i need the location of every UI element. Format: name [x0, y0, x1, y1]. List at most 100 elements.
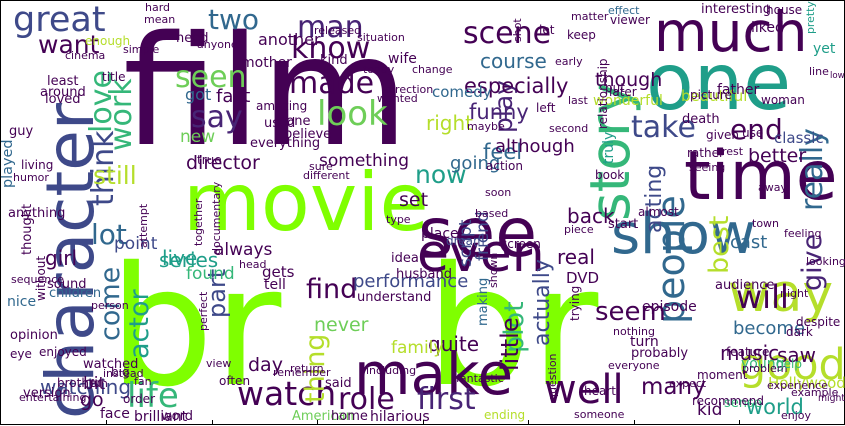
cloud-word-shown: shown: [487, 253, 500, 288]
cloud-word-expect: expect: [669, 377, 707, 390]
cloud-word-woman: woman: [761, 93, 805, 107]
cloud-word-version: version: [23, 386, 71, 401]
cloud-word-point: point: [114, 234, 158, 254]
cloud-word-mean: mean: [144, 13, 175, 26]
cloud-word-early: early: [555, 55, 583, 68]
cloud-word-done: done: [278, 114, 310, 129]
cloud-word-play: play: [489, 80, 518, 133]
cloud-word-director: director: [186, 152, 260, 174]
cloud-word-understand: understand: [357, 290, 431, 305]
cloud-word-role: role: [338, 382, 395, 417]
cloud-word-still: still: [93, 161, 137, 190]
cloud-word-hilarious: hilarious: [370, 409, 430, 425]
cloud-word-often: often: [219, 374, 250, 388]
cloud-word-problem: problem: [742, 362, 788, 375]
cloud-word-despite: despite: [796, 315, 840, 329]
cloud-word-come: come: [95, 267, 126, 341]
cloud-word-really: really: [795, 128, 830, 211]
cloud-word-fantastic: fantastic: [456, 372, 504, 385]
cloud-word-place: place: [421, 226, 459, 242]
cloud-word-true: true: [197, 153, 222, 167]
cloud-word-feel: feel: [483, 140, 522, 164]
cloud-word-series: series: [159, 248, 218, 272]
cloud-word-enjoy: enjoy: [781, 409, 812, 422]
cloud-word-away: away: [758, 181, 787, 194]
cloud-word-wanted: wanted: [377, 92, 418, 105]
cloud-word-heart: heart: [584, 384, 616, 398]
cloud-word-give: give: [797, 234, 828, 291]
cloud-word-liked: liked: [751, 20, 784, 36]
cloud-word-hard: hard: [145, 1, 170, 14]
cloud-word-watch: watch: [237, 374, 336, 413]
cloud-word-including: including: [366, 364, 416, 377]
cloud-word-rather: rather: [687, 146, 724, 160]
cloud-word-young: young: [741, 356, 784, 372]
cloud-word-type: type: [386, 213, 411, 226]
cloud-word-dark: dark: [786, 325, 813, 339]
cloud-word-see: see: [418, 194, 537, 273]
cloud-word-entertaining: entertaining: [19, 391, 86, 404]
cloud-word-many: many: [641, 374, 706, 400]
cloud-word-low: low: [830, 71, 845, 81]
cloud-word-action: action: [486, 159, 523, 173]
cloud-word-good: good: [739, 340, 845, 390]
cloud-word-people: people: [649, 195, 693, 324]
cloud-word-almost: almost: [638, 205, 679, 219]
cloud-word-head: head: [239, 258, 266, 271]
cloud-word-person: person: [91, 299, 129, 312]
cloud-word-probably: probably: [631, 346, 688, 361]
cloud-word-home: home: [331, 409, 368, 424]
cloud-word-rest: rest: [722, 145, 744, 158]
cloud-word-look: look: [317, 94, 388, 134]
cloud-word-will: will: [736, 278, 789, 316]
cloud-word-idea: idea: [391, 251, 419, 266]
cloud-word-opinion: opinion: [10, 328, 58, 343]
axis-tick: [634, 420, 635, 424]
cloud-word-cast: cast: [730, 232, 767, 253]
cloud-word-screen: screen: [501, 237, 541, 251]
cloud-word-experience: experience: [767, 379, 828, 392]
cloud-word-everything: everything: [250, 136, 320, 151]
cloud-word-picture: picture: [690, 88, 732, 102]
cloud-word-go: go: [80, 389, 104, 411]
cloud-word-thought: thought: [20, 204, 35, 255]
cloud-word-character: character: [32, 102, 109, 419]
cloud-word-dvd: DVD: [566, 269, 599, 287]
cloud-word-live: live: [162, 246, 197, 270]
cloud-word-guy: guy: [9, 124, 33, 139]
cloud-word-now: now: [415, 160, 467, 189]
cloud-word-first: first: [417, 382, 476, 417]
cloud-word-situation: situation: [357, 31, 405, 44]
cloud-word-br: br: [109, 231, 282, 423]
cloud-word-eye: eye: [10, 347, 32, 361]
cloud-word-script: script: [456, 219, 476, 267]
cloud-word-perfect: perfect: [197, 291, 210, 331]
cloud-word-simple: simple: [123, 43, 160, 56]
cloud-word-today: today: [363, 63, 395, 76]
cloud-word-loved: loved: [45, 92, 81, 107]
cloud-word-shot: shot: [511, 18, 524, 42]
cloud-word-help: help: [776, 357, 802, 371]
cloud-word-start: start: [608, 217, 638, 232]
cloud-word-making: making: [476, 278, 491, 326]
cloud-word-word: word: [161, 409, 193, 424]
cloud-word-title: title: [102, 70, 125, 84]
cloud-word-death: death: [682, 112, 720, 127]
cloud-word-soon: soon: [485, 186, 511, 199]
cloud-word-although: although: [495, 136, 575, 157]
cloud-word-lot: lot: [91, 218, 127, 251]
cloud-word-movie: movie: [183, 156, 429, 249]
cloud-word-enough: enough: [85, 34, 130, 48]
cloud-word-turn: turn: [630, 334, 659, 350]
cloud-word-anyone: anyone: [197, 38, 238, 51]
cloud-word-sure: sure: [309, 160, 333, 173]
cloud-word-documentary: documentary: [210, 181, 223, 255]
cloud-word-fan: fan: [134, 375, 152, 388]
cloud-word-nice: nice: [7, 294, 36, 310]
cloud-word-better: better: [748, 145, 806, 167]
cloud-word-view: view: [206, 357, 231, 370]
cloud-word-might: might: [818, 393, 845, 404]
cloud-word-effect: effect: [608, 4, 640, 17]
cloud-word-take: take: [631, 110, 696, 145]
cloud-word-without: without: [34, 256, 48, 301]
